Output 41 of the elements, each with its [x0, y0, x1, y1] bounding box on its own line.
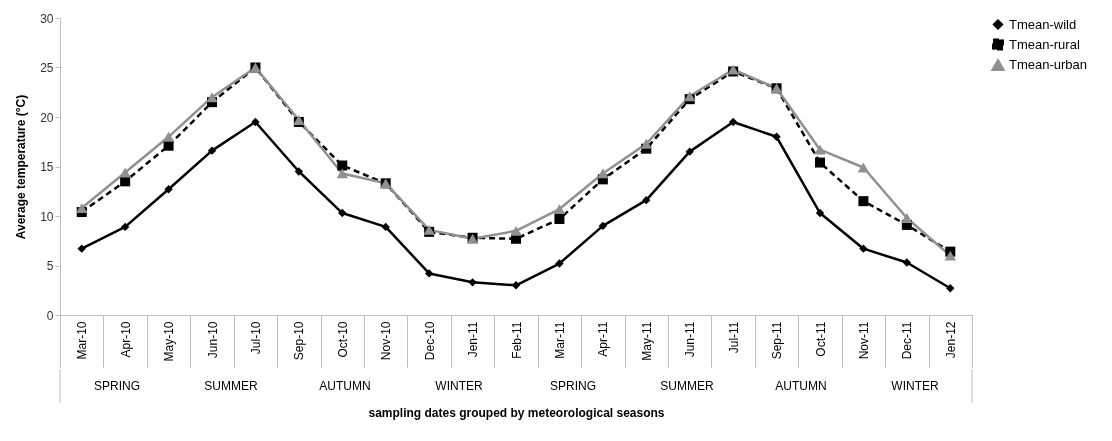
y-tick-label: 15: [40, 160, 54, 174]
x-tick-label: Jun-10: [205, 321, 220, 359]
text: SUMMER: [204, 379, 258, 393]
x-tick-label: Mar-11: [552, 321, 567, 359]
y-tick-label: 5: [46, 259, 54, 273]
x-tick-label: Oct-10: [335, 321, 350, 358]
x-tick-label: Sep-11: [770, 321, 785, 360]
y-tick-label: 10: [40, 209, 54, 224]
x-tick-label: Oct-11: [813, 321, 828, 357]
legend-label: Tmean-wild: [1009, 16, 1077, 32]
text: SPRING: [549, 379, 597, 393]
x-tick-label: May-10: [162, 321, 177, 362]
x-axis-title: sampling dates grouped by meteorological seasons: [368, 405, 665, 420]
text: AUTUMN: [319, 379, 371, 393]
x-tick-label: Nov-11: [856, 321, 871, 360]
text: AUTUMN: [775, 379, 827, 393]
text: WINTER: [891, 379, 939, 393]
text: WINTER: [435, 379, 483, 393]
y-tick-label: 20: [40, 110, 54, 125]
text: SPRING: [93, 379, 141, 393]
y-tick-label: 0: [46, 308, 54, 323]
x-tick-label: Jen-12: [943, 321, 958, 359]
x-tick-label: Jen-11: [466, 321, 481, 358]
x-tick-label: Jul-11: [726, 321, 741, 354]
x-tick-label: May-11: [639, 321, 654, 361]
text: SUMMER: [660, 379, 714, 393]
y-tick-label: 30: [40, 11, 54, 26]
x-tick-label: Mar-10: [75, 321, 90, 360]
x-tick-label: Nov-10: [379, 321, 394, 361]
legend-label: Tmean-rural: [1009, 36, 1080, 52]
legend-label: Tmean-urban: [1009, 57, 1088, 72]
x-tick-label: Jun-11: [683, 321, 698, 358]
x-tick-label: Feb-11: [509, 321, 524, 359]
x-tick-label: Sep-10: [292, 321, 307, 361]
x-tick-label: Apr-10: [118, 321, 133, 358]
x-tick-label: Dec-11: [900, 321, 915, 360]
y-tick-label: 25: [40, 61, 54, 75]
y-axis-title: Average temperature (°C): [14, 94, 29, 240]
x-tick-label: Apr-11: [596, 321, 611, 357]
x-tick-label: Jul-10: [248, 321, 263, 355]
x-tick-label: Dec-10: [422, 321, 437, 361]
